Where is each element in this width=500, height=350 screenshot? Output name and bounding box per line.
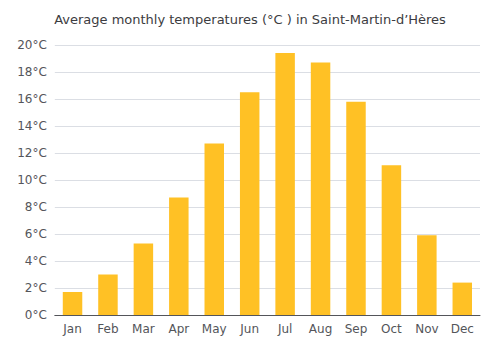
svg-text:Sep: Sep — [345, 322, 368, 336]
svg-text:0°C: 0°C — [25, 308, 47, 322]
svg-text:14°C: 14°C — [17, 119, 47, 133]
svg-text:12°C: 12°C — [17, 146, 47, 160]
svg-text:10°C: 10°C — [17, 173, 47, 187]
svg-text:Dec: Dec — [451, 322, 474, 336]
svg-text:20°C: 20°C — [17, 38, 47, 52]
svg-text:Average monthly temperatures (: Average monthly temperatures (°C ) in Sa… — [54, 12, 446, 27]
svg-text:Oct: Oct — [381, 322, 402, 336]
svg-text:Apr: Apr — [168, 322, 189, 336]
svg-text:Jul: Jul — [277, 322, 292, 336]
svg-text:Mar: Mar — [132, 322, 155, 336]
svg-text:Nov: Nov — [415, 322, 438, 336]
svg-text:Jun: Jun — [239, 322, 259, 336]
svg-text:2°C: 2°C — [25, 281, 47, 295]
svg-text:16°C: 16°C — [17, 92, 47, 106]
svg-text:4°C: 4°C — [25, 254, 47, 268]
svg-text:18°C: 18°C — [17, 65, 47, 79]
svg-text:May: May — [202, 322, 227, 336]
svg-text:8°C: 8°C — [25, 200, 47, 214]
svg-text:Feb: Feb — [97, 322, 118, 336]
svg-text:Jan: Jan — [62, 322, 82, 336]
svg-text:6°C: 6°C — [25, 227, 47, 241]
svg-text:Aug: Aug — [309, 322, 332, 336]
